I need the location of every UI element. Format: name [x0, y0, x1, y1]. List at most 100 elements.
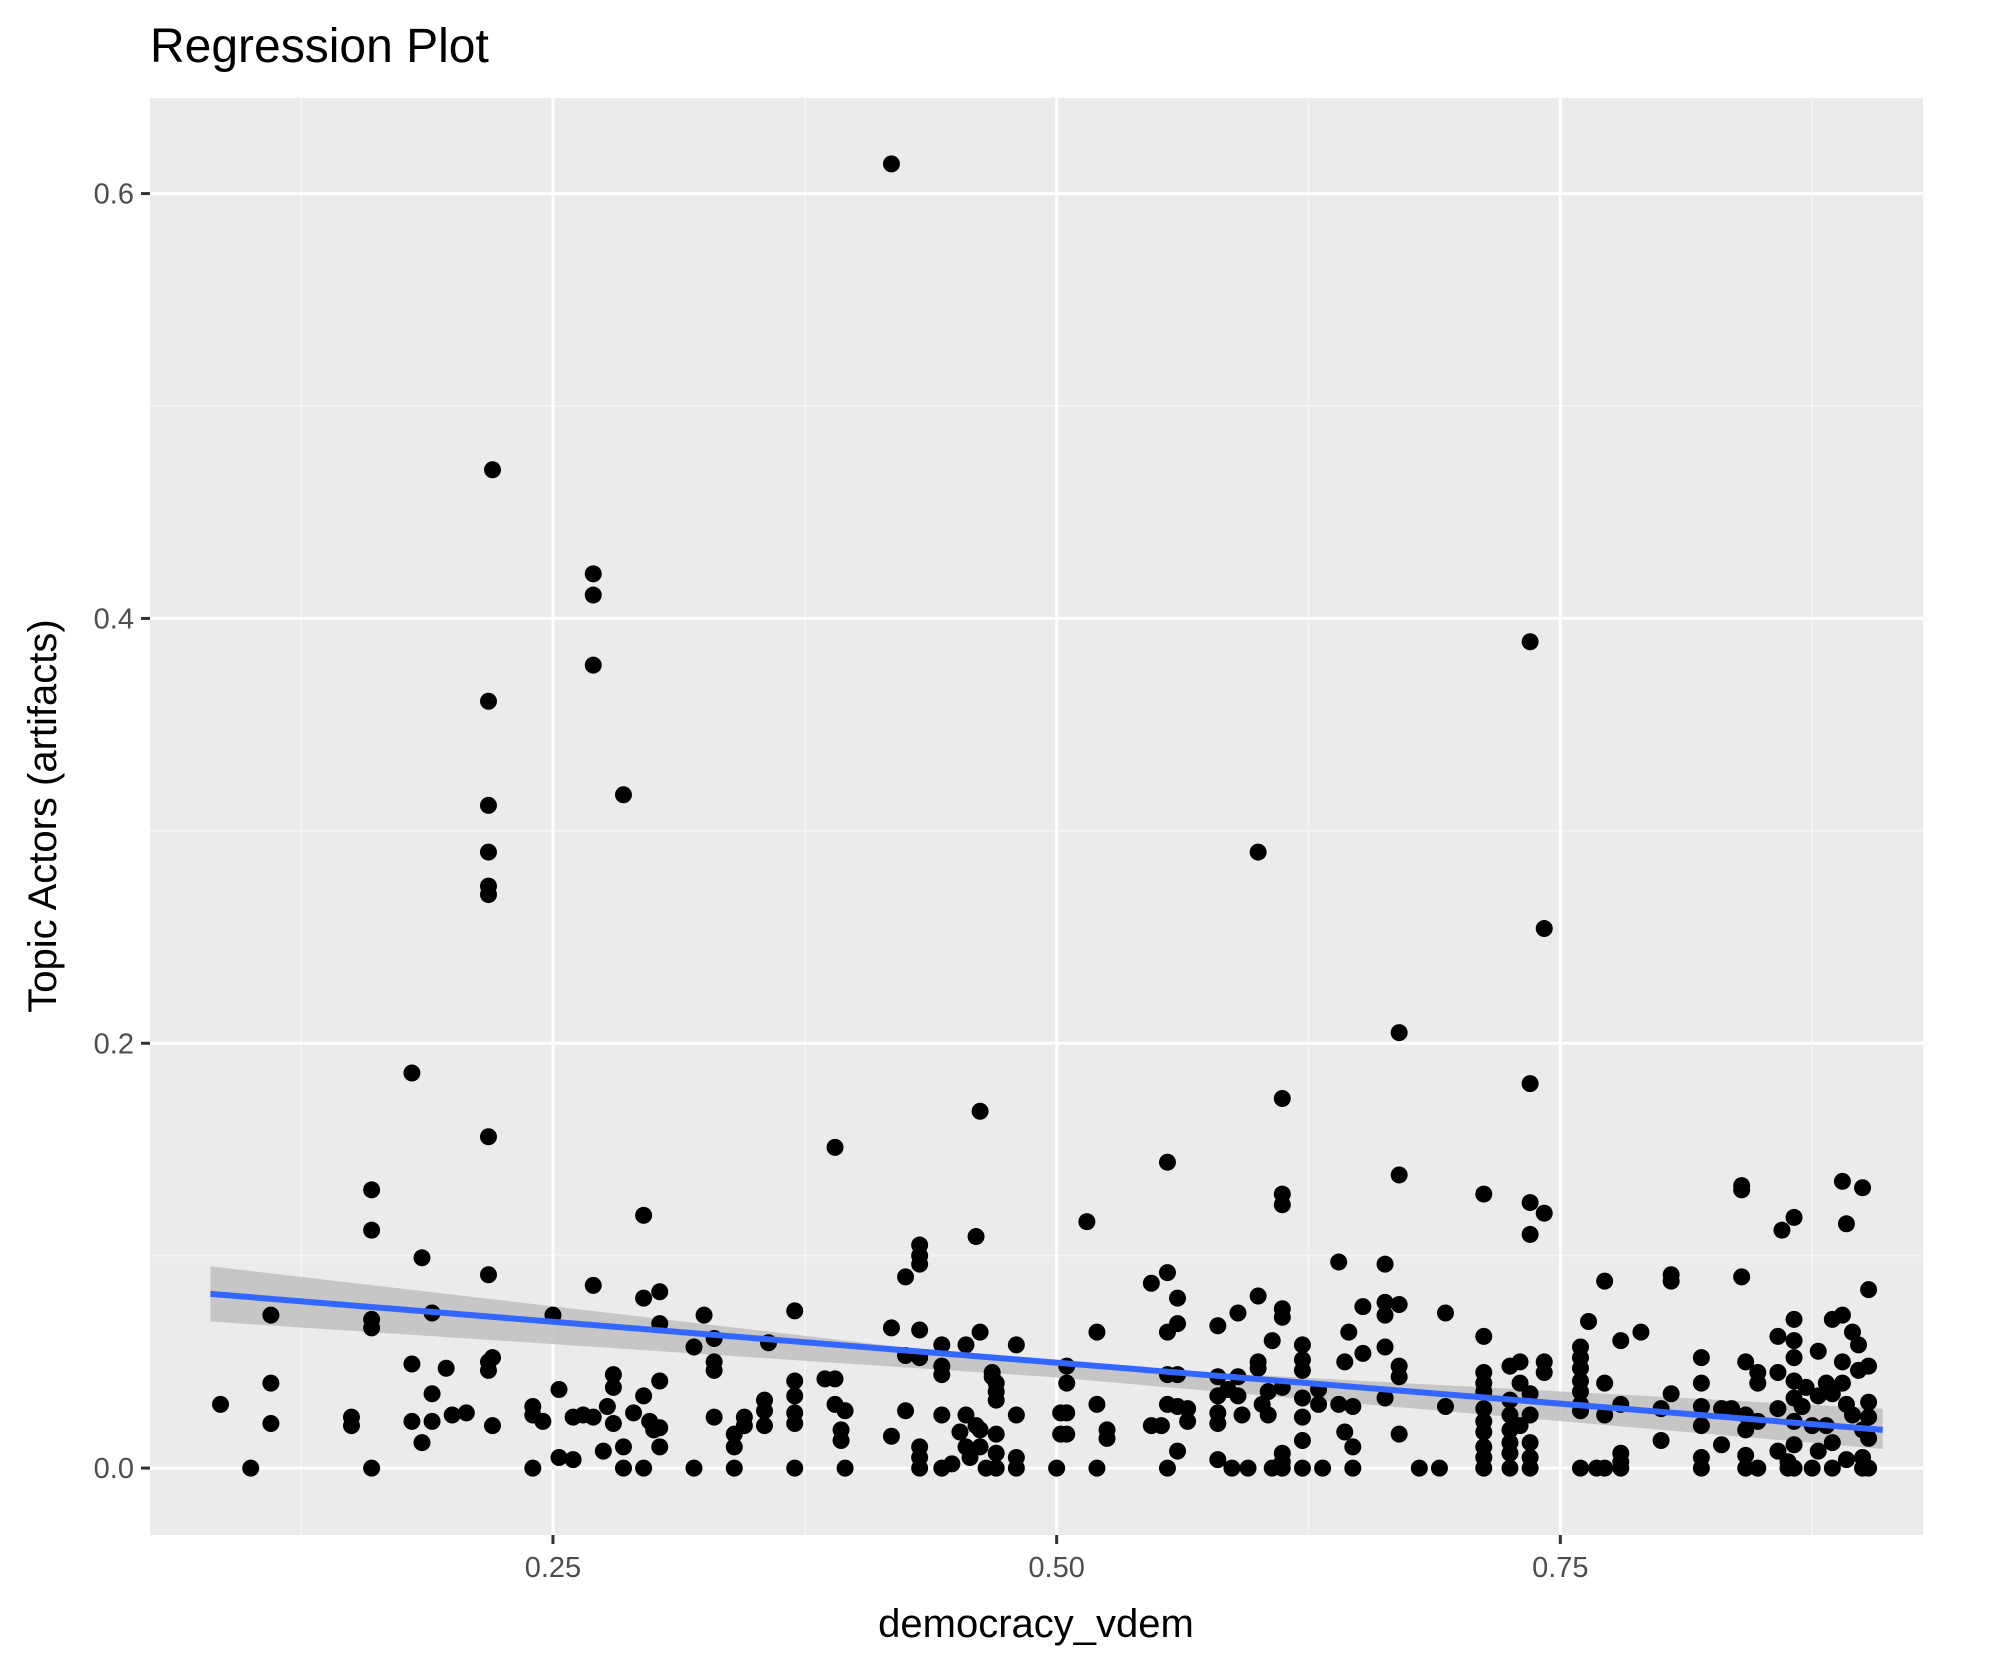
confidence-band — [210, 1266, 1883, 1449]
x-tick-label-1: 0.50 — [1028, 1552, 1084, 1584]
data-point-349 — [1833, 1306, 1851, 1324]
data-point-255 — [1501, 1444, 1519, 1462]
data-point-58 — [625, 1404, 643, 1422]
data-point-181 — [1229, 1304, 1247, 1322]
regression-fit-line — [210, 1290, 1883, 1433]
data-point-29 — [479, 1128, 497, 1146]
data-point-47 — [584, 656, 602, 674]
data-point-318 — [1749, 1459, 1767, 1477]
data-point-268 — [1521, 1459, 1539, 1477]
data-point-284 — [1596, 1374, 1614, 1392]
data-point-239 — [1475, 1185, 1493, 1203]
confidence-band-area — [210, 1266, 1883, 1449]
data-point-167 — [1169, 1315, 1187, 1333]
data-point-173 — [1209, 1317, 1227, 1335]
data-point-187 — [1249, 1287, 1267, 1305]
data-point-351 — [1833, 1374, 1851, 1392]
data-point-221 — [1344, 1459, 1362, 1477]
data-point-56 — [614, 1438, 632, 1456]
data-point-209 — [1293, 1431, 1311, 1449]
data-point-323 — [1773, 1221, 1791, 1239]
data-point-186 — [1249, 843, 1267, 861]
data-point-354 — [1837, 1451, 1855, 1469]
data-point-292 — [1632, 1323, 1650, 1341]
data-point-204 — [1293, 1336, 1311, 1354]
data-point-43 — [564, 1451, 582, 1469]
data-point-76 — [705, 1408, 723, 1426]
data-point-14 — [403, 1412, 421, 1430]
data-point-119 — [943, 1455, 961, 1473]
y-tick-label-3: 0.6 — [94, 179, 134, 211]
data-point-71 — [685, 1459, 703, 1477]
data-point-345 — [1823, 1385, 1841, 1403]
data-point-2 — [262, 1306, 280, 1324]
data-point-212 — [1310, 1395, 1328, 1413]
data-point-183 — [1229, 1387, 1247, 1405]
data-point-97 — [832, 1431, 850, 1449]
data-point-207 — [1293, 1389, 1311, 1407]
data-point-218 — [1340, 1323, 1358, 1341]
data-point-11 — [363, 1459, 381, 1477]
data-point-272 — [1535, 1364, 1553, 1382]
data-point-28 — [479, 886, 497, 904]
data-point-312 — [1737, 1421, 1755, 1439]
data-point-124 — [961, 1448, 979, 1466]
data-point-298 — [1692, 1349, 1710, 1367]
data-point-114 — [933, 1336, 951, 1354]
data-point-244 — [1475, 1400, 1493, 1418]
data-point-335 — [1793, 1397, 1811, 1415]
data-point-38 — [534, 1412, 552, 1430]
data-point-291 — [1612, 1459, 1630, 1477]
data-point-129 — [971, 1421, 989, 1439]
data-point-252 — [1501, 1406, 1519, 1424]
data-point-336 — [1797, 1378, 1815, 1396]
data-point-165 — [1158, 1459, 1176, 1477]
data-point-172 — [1179, 1400, 1197, 1418]
data-point-170 — [1169, 1442, 1187, 1460]
data-point-363 — [1860, 1281, 1878, 1299]
data-point-88 — [786, 1387, 804, 1405]
data-point-99 — [836, 1459, 854, 1477]
data-point-265 — [1521, 1406, 1539, 1424]
data-point-365 — [1860, 1393, 1878, 1411]
data-point-41 — [550, 1448, 568, 1466]
data-point-262 — [1521, 1194, 1539, 1212]
data-point-199 — [1273, 1308, 1291, 1326]
data-point-219 — [1344, 1397, 1362, 1415]
data-point-322 — [1769, 1442, 1787, 1460]
data-point-178 — [1209, 1451, 1227, 1469]
data-point-297 — [1662, 1385, 1680, 1403]
data-point-143 — [1007, 1459, 1025, 1477]
data-point-150 — [1058, 1425, 1076, 1443]
data-point-235 — [1410, 1459, 1428, 1477]
data-point-223 — [1354, 1344, 1372, 1362]
data-point-127 — [971, 1102, 989, 1120]
data-point-4 — [262, 1414, 280, 1432]
y-axis: 0.0 0.2 0.4 0.6 — [94, 179, 150, 1485]
data-point-30 — [479, 1266, 497, 1284]
data-point-12 — [403, 1064, 421, 1082]
data-point-157 — [1142, 1274, 1160, 1292]
data-point-19 — [423, 1412, 441, 1430]
data-point-357 — [1850, 1336, 1868, 1354]
data-point-140 — [1007, 1336, 1025, 1354]
data-point-206 — [1293, 1361, 1311, 1379]
data-point-359 — [1854, 1179, 1872, 1197]
x-axis: 0.25 0.50 0.75 — [525, 1535, 1589, 1584]
data-point-125 — [967, 1228, 985, 1246]
data-point-320 — [1769, 1364, 1787, 1382]
data-point-220 — [1344, 1438, 1362, 1456]
data-point-54 — [604, 1414, 622, 1432]
data-point-296 — [1662, 1272, 1680, 1290]
data-point-98 — [836, 1402, 854, 1420]
data-point-266 — [1521, 1434, 1539, 1452]
data-point-78 — [725, 1438, 743, 1456]
data-point-50 — [594, 1442, 612, 1460]
data-point-101 — [882, 1319, 900, 1337]
data-point-40 — [550, 1380, 568, 1398]
data-point-237 — [1436, 1304, 1454, 1322]
data-point-3 — [262, 1374, 280, 1392]
data-point-185 — [1239, 1459, 1257, 1477]
